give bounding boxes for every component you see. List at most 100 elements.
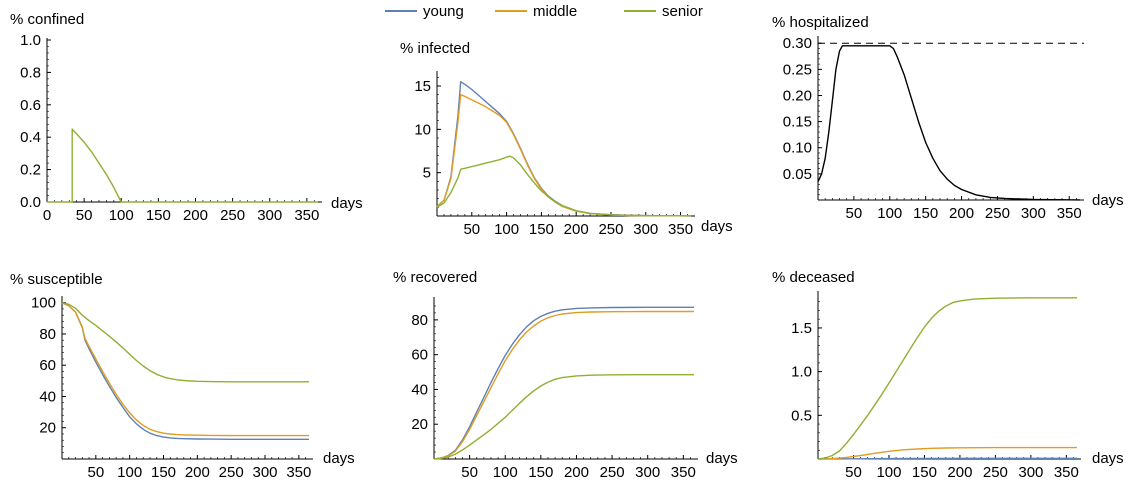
x-tick-label: 250 <box>220 207 245 224</box>
x-tick-label: 300 <box>635 464 660 481</box>
x-axis-label: days <box>331 195 363 212</box>
x-axis-label: days <box>706 450 738 467</box>
chart-title: % recovered <box>393 269 477 286</box>
x-tick-label: 50 <box>845 464 862 481</box>
y-tick-label: 80 <box>411 312 428 329</box>
legend: young middle senior <box>385 3 703 20</box>
x-tick-label: 200 <box>183 207 208 224</box>
x-tick-label: 300 <box>633 221 658 238</box>
chart-panels: % confined 0 50 100 150 200 250 300 350 0.0 0.2 0.4… <box>10 11 1124 481</box>
series-line-senior <box>61 302 309 383</box>
y-tick-label: 0.15 <box>783 114 812 131</box>
series-line-middle <box>436 93 692 217</box>
chart-infected: % infected 50 100 150 200 250 300 350 5 10 15 days <box>400 40 733 238</box>
x-axis-label: days <box>1092 192 1124 209</box>
legend-label-young: young <box>423 3 464 20</box>
y-tick-label: 0.4 <box>20 129 41 146</box>
chart-title: % confined <box>10 11 84 28</box>
y-tick-label: 0.5 <box>791 407 812 424</box>
series-line-young <box>817 457 1077 460</box>
x-axis-label: days <box>701 218 733 235</box>
y-tick-label: 100 <box>31 295 56 312</box>
x-tick-label: 300 <box>252 464 277 481</box>
y-tick-label: 20 <box>411 416 428 433</box>
y-tick-label: 0.10 <box>783 140 812 157</box>
chart-hospitalized: % hospitalized 50 100 150 200 250 300 350 0.05 0.… <box>772 14 1124 222</box>
chart-recovered: % recovered 50 100 150 200 250 300 350 20 40 60 80 d… <box>393 269 738 481</box>
x-tick-label: 100 <box>493 464 518 481</box>
chart-title: % susceptible <box>10 271 103 288</box>
x-axis-label: days <box>323 450 355 467</box>
y-tick-label: 0.6 <box>20 97 41 114</box>
x-tick-label: 350 <box>668 221 693 238</box>
x-tick-label: 150 <box>913 205 938 222</box>
x-tick-label: 200 <box>947 464 972 481</box>
x-axis-label: days <box>1092 450 1124 467</box>
y-tick-label: 20 <box>39 420 56 437</box>
y-tick-label: 15 <box>414 78 431 95</box>
chart-title: % hospitalized <box>772 14 869 31</box>
y-tick-label: 40 <box>411 381 428 398</box>
x-tick-label: 0 <box>43 207 51 224</box>
x-tick-label: 200 <box>949 205 974 222</box>
series-line-senior <box>47 128 318 203</box>
series-line-middle <box>817 446 1077 460</box>
x-tick-label: 300 <box>1021 205 1046 222</box>
x-tick-label: 50 <box>76 207 93 224</box>
x-tick-label: 100 <box>494 221 519 238</box>
y-tick-label: 10 <box>414 121 431 138</box>
series-line-senior <box>817 297 1077 460</box>
y-tick-label: 0.25 <box>783 61 812 78</box>
x-tick-label: 100 <box>109 207 134 224</box>
x-tick-label: 300 <box>1018 464 1043 481</box>
x-tick-label: 100 <box>117 464 142 481</box>
chart-deceased: % deceased 50 100 150 200 250 300 350 0.5 1.0 1.5 d… <box>772 269 1124 481</box>
x-tick-label: 350 <box>671 464 696 481</box>
x-tick-label: 150 <box>912 464 937 481</box>
x-tick-label: 250 <box>598 221 623 238</box>
y-tick-label: 0.30 <box>783 35 812 52</box>
series-line-young <box>61 302 309 440</box>
x-tick-label: 250 <box>985 205 1010 222</box>
x-tick-label: 150 <box>529 221 554 238</box>
series-line-middle <box>61 302 309 437</box>
chart-confined: % confined 0 50 100 150 200 250 300 350 0.0 0.2 0.4… <box>10 11 363 224</box>
y-tick-label: 40 <box>39 388 56 405</box>
series-line-senior <box>436 155 692 217</box>
legend-label-middle: middle <box>533 3 577 20</box>
chart-susceptible: % susceptible 50 100 150 200 250 300 350 20 40 60 8… <box>10 271 355 481</box>
legend-label-senior: senior <box>662 3 703 20</box>
x-tick-label: 250 <box>983 464 1008 481</box>
x-tick-label: 350 <box>1054 464 1079 481</box>
y-tick-label: 0.8 <box>20 64 41 81</box>
x-tick-label: 150 <box>151 464 176 481</box>
x-tick-label: 50 <box>87 464 104 481</box>
x-tick-label: 150 <box>528 464 553 481</box>
x-tick-label: 100 <box>876 464 901 481</box>
series-line-total <box>817 45 1081 201</box>
y-tick-label: 0.2 <box>20 162 41 179</box>
series-line-young <box>433 306 694 460</box>
x-tick-label: 200 <box>564 464 589 481</box>
x-tick-label: 50 <box>846 205 863 222</box>
series-line-middle <box>433 310 694 460</box>
x-tick-label: 50 <box>461 464 478 481</box>
y-tick-label: 1.0 <box>791 364 812 381</box>
y-tick-label: 80 <box>39 326 56 343</box>
x-tick-label: 350 <box>294 207 319 224</box>
chart-title: % infected <box>400 40 470 57</box>
x-tick-label: 200 <box>185 464 210 481</box>
x-tick-label: 350 <box>286 464 311 481</box>
chart-title: % deceased <box>772 269 855 286</box>
x-tick-label: 250 <box>600 464 625 481</box>
y-tick-label: 0.0 <box>20 194 41 211</box>
x-tick-label: 200 <box>564 221 589 238</box>
x-tick-label: 50 <box>463 221 480 238</box>
x-tick-label: 300 <box>257 207 282 224</box>
x-tick-label: 350 <box>1057 205 1082 222</box>
x-tick-label: 100 <box>877 205 902 222</box>
y-tick-label: 1.0 <box>20 32 41 49</box>
series-line-senior <box>433 374 694 460</box>
y-tick-label: 60 <box>411 347 428 364</box>
